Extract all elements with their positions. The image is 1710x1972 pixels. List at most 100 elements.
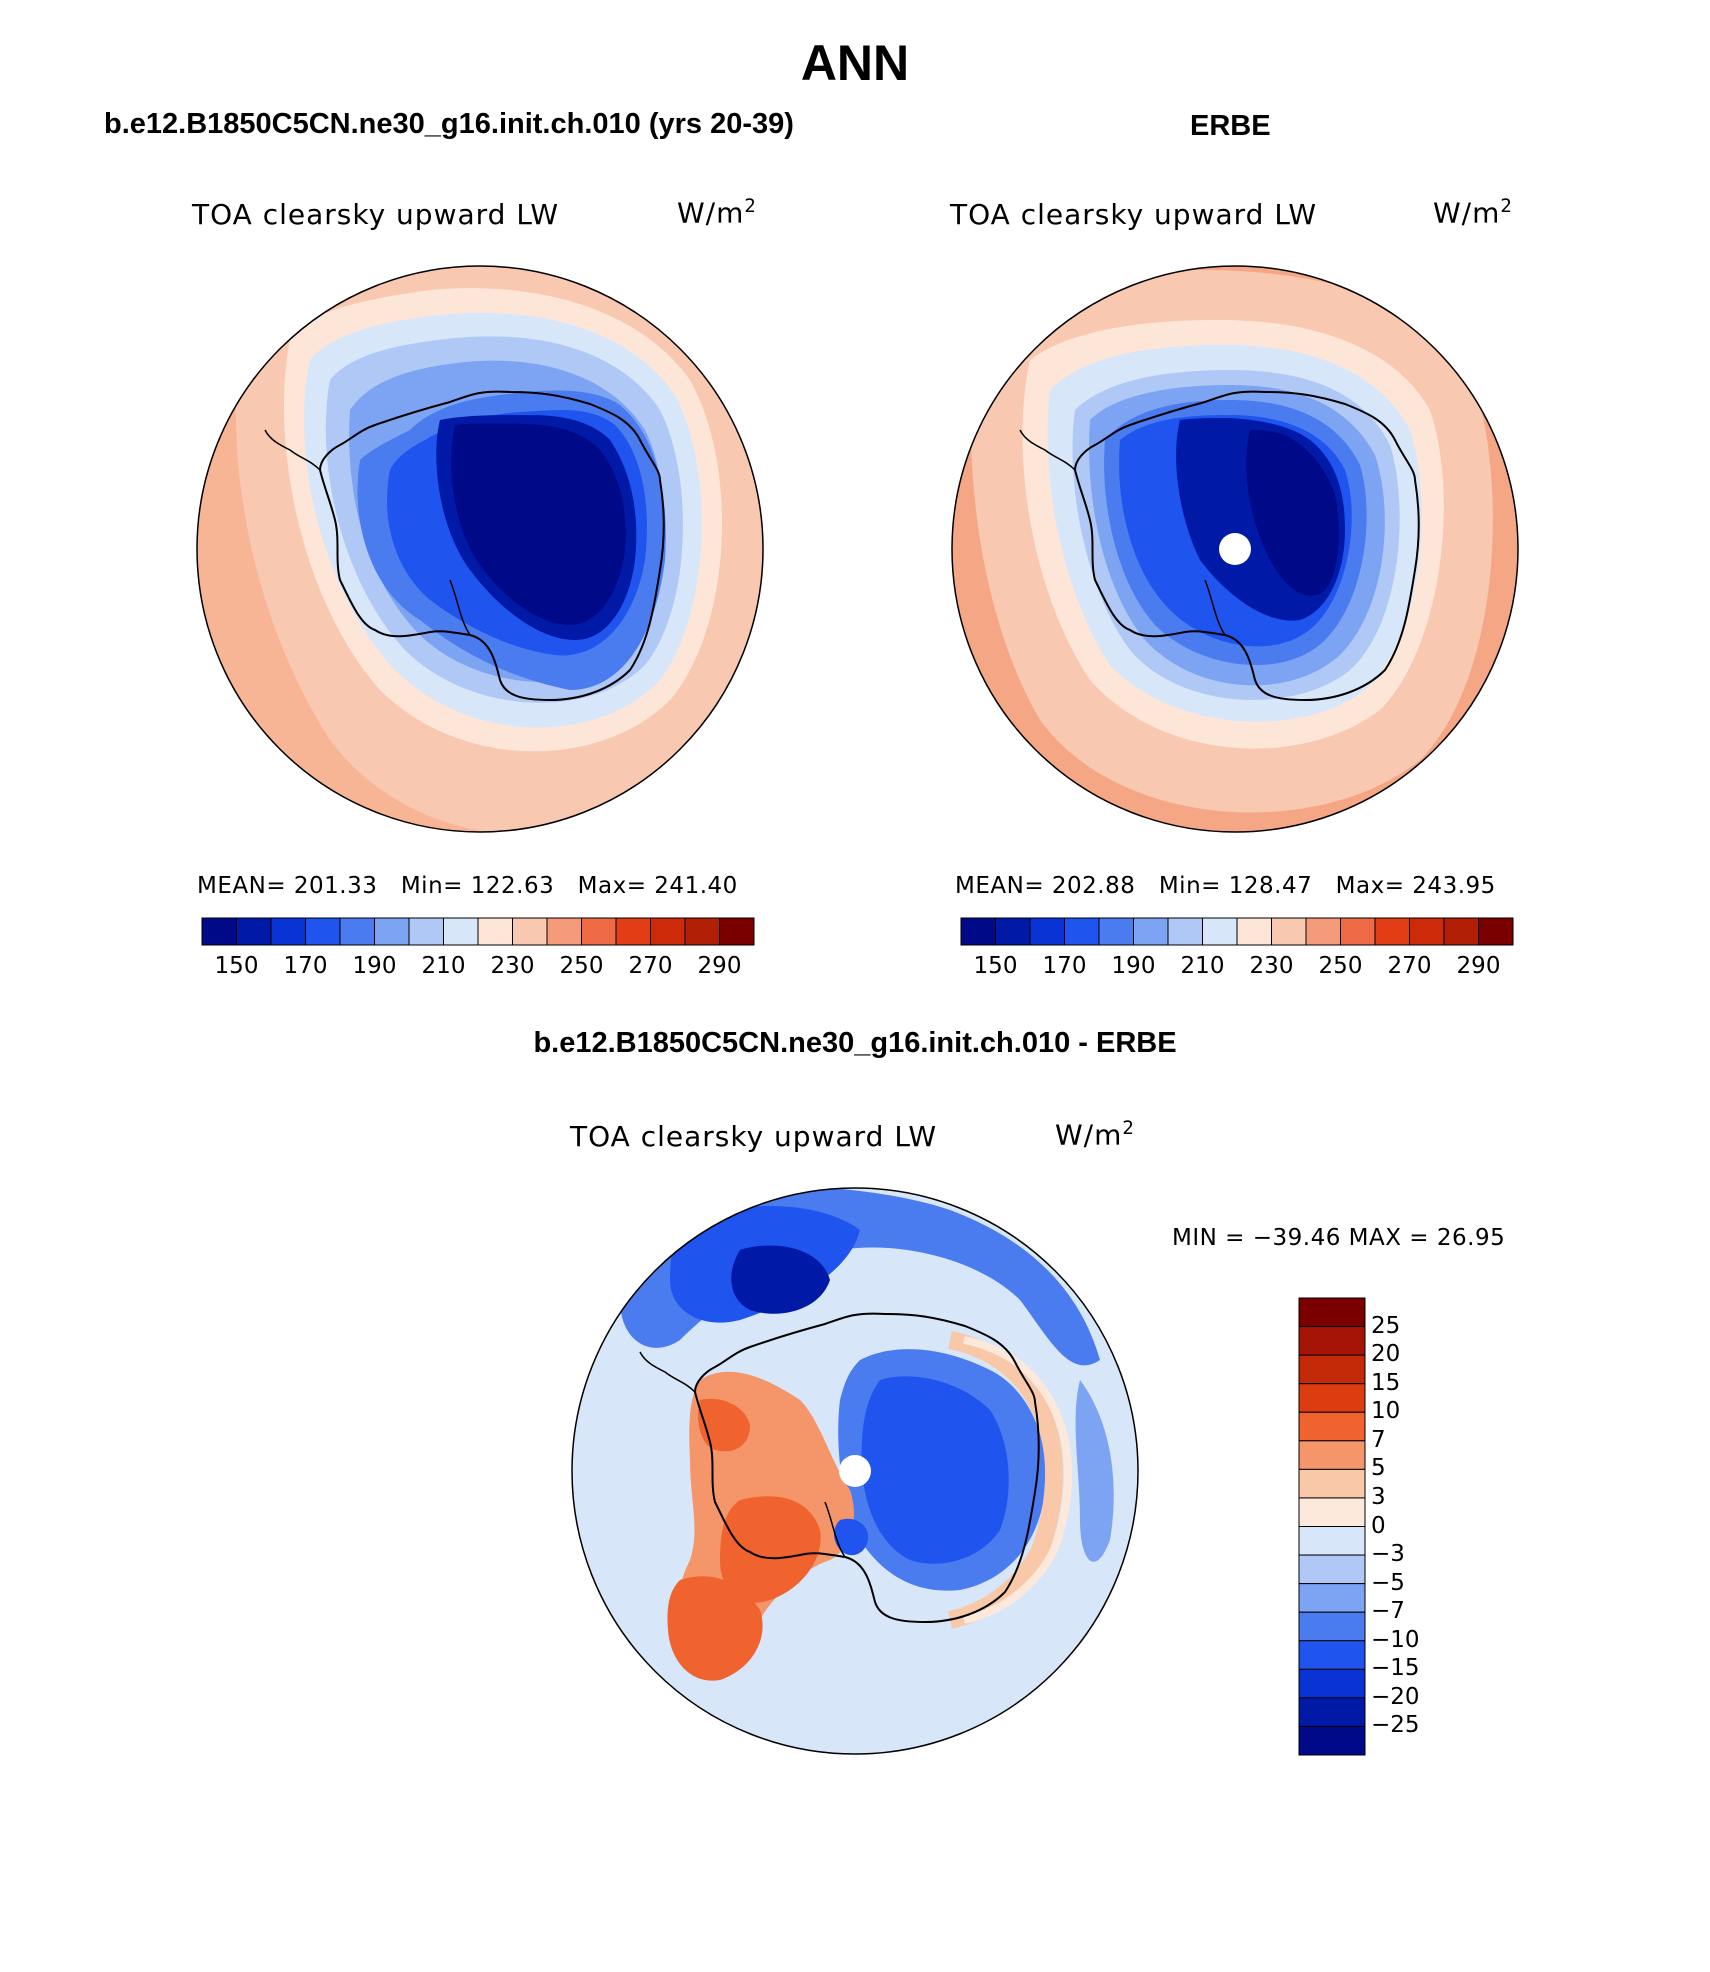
model-case-title: b.e12.B1850C5CN.ne30_g16.init.ch.010 (yr… (104, 108, 794, 140)
colorbar-box (1202, 917, 1238, 946)
colorbar-box (1029, 917, 1065, 946)
colorbar-box (1340, 917, 1376, 946)
colorbar-tick-label: −20 (1371, 1683, 1420, 1710)
colorbar-tick-label: 25 (1371, 1312, 1401, 1339)
colorbar-tick-label: 270 (1387, 953, 1432, 979)
colorbar-box (1236, 917, 1272, 946)
colorbar-tick-label: 5 (1371, 1455, 1386, 1482)
colorbar-tick-label: 230 (1249, 953, 1294, 979)
colorbar-box (201, 917, 237, 946)
colorbar-box (236, 917, 272, 946)
colorbar-box (408, 917, 444, 946)
colorbar-box (1298, 1583, 1366, 1613)
colorbar-box (615, 917, 651, 946)
colorbar-box (512, 917, 548, 946)
colorbar-tick-label: 210 (421, 953, 466, 979)
colorbar-box (1298, 1411, 1366, 1442)
diff-pole-mask (839, 1455, 871, 1487)
obs-map (951, 265, 1519, 833)
colorbar-box (1064, 917, 1100, 946)
colorbar-box (960, 917, 996, 946)
colorbar-box (1133, 917, 1169, 946)
model-colorbar (201, 917, 755, 946)
colorbar-box (1298, 1640, 1366, 1670)
colorbar-box (305, 917, 341, 946)
colorbar-tick-label: 0 (1371, 1512, 1386, 1539)
colorbar-box (1374, 917, 1410, 946)
colorbar-tick-label: 3 (1371, 1483, 1386, 1510)
diff-units-label: W/m2 (1055, 1118, 1135, 1152)
colorbar-tick-label: 170 (283, 953, 328, 979)
colorbar-box (719, 917, 755, 946)
colorbar-box (546, 917, 582, 946)
colorbar-tick-label: 210 (1180, 953, 1225, 979)
colorbar-box (1298, 1440, 1366, 1470)
obs-colorbar (960, 917, 1514, 946)
colorbar-box (1167, 917, 1203, 946)
colorbar-box (1298, 1554, 1366, 1585)
colorbar-tick-label: 150 (214, 953, 259, 979)
colorbar-box (1298, 1697, 1366, 1727)
colorbar-tick-label: 15 (1371, 1369, 1401, 1396)
colorbar-box (650, 917, 686, 946)
colorbar-box (1443, 917, 1479, 946)
colorbar-box (1298, 1354, 1366, 1385)
colorbar-box (995, 917, 1031, 946)
colorbar-box (1298, 1383, 1366, 1413)
colorbar-tick-label: 290 (697, 953, 742, 979)
obs-units-label: W/m2 (1433, 196, 1513, 230)
colorbar-tick-label: −15 (1371, 1655, 1420, 1682)
colorbar-tick-label: −25 (1371, 1712, 1420, 1739)
colorbar-tick-label: 250 (559, 953, 604, 979)
diff-variable-label: TOA clearsky upward LW (570, 1120, 938, 1153)
colorbar-tick-label: −5 (1371, 1569, 1405, 1596)
diff-minmax: MIN = −39.46 MAX = 26.95 (1172, 1225, 1506, 1251)
colorbar-box (1478, 917, 1514, 946)
colorbar-box (374, 917, 410, 946)
diff-colorbar (1298, 1297, 1366, 1756)
colorbar-tick-label: −7 (1371, 1598, 1405, 1625)
model-map (196, 265, 764, 833)
colorbar-box (1298, 1526, 1366, 1556)
model-units-label: W/m2 (677, 196, 757, 230)
colorbar-box (1298, 1725, 1366, 1756)
model-variable-label: TOA clearsky upward LW (192, 198, 560, 231)
obs-case-title: ERBE (1190, 110, 1271, 142)
colorbar-tick-label: −10 (1371, 1626, 1420, 1653)
colorbar-tick-label: 170 (1042, 953, 1087, 979)
colorbar-tick-label: 10 (1371, 1398, 1401, 1425)
obs-variable-label: TOA clearsky upward LW (950, 198, 1318, 231)
colorbar-box (1298, 1326, 1366, 1356)
obs-pole-mask (1219, 533, 1251, 565)
colorbar-box (1298, 1497, 1366, 1527)
colorbar-tick-label: 290 (1456, 953, 1501, 979)
figure-title: ANN (800, 35, 910, 91)
colorbar-box (684, 917, 720, 946)
colorbar-box (1298, 1468, 1366, 1499)
colorbar-tick-label: 190 (352, 953, 397, 979)
colorbar-box (1305, 917, 1341, 946)
colorbar-tick-label: 270 (628, 953, 673, 979)
colorbar-box (1409, 917, 1445, 946)
colorbar-box (1298, 1668, 1366, 1699)
diff-map (571, 1187, 1139, 1755)
diff-case-title: b.e12.B1850C5CN.ne30_g16.init.ch.010 - E… (533, 1027, 1177, 1059)
colorbar-tick-label: −3 (1371, 1541, 1405, 1568)
obs-stats: MEAN= 202.88 Min= 128.47 Max= 243.95 (955, 873, 1496, 899)
colorbar-tick-label: 230 (490, 953, 535, 979)
colorbar-box (270, 917, 306, 946)
colorbar-box (581, 917, 617, 946)
colorbar-box (1098, 917, 1134, 946)
colorbar-tick-label: 150 (973, 953, 1018, 979)
colorbar-tick-label: 190 (1111, 953, 1156, 979)
colorbar-box (339, 917, 375, 946)
colorbar-tick-label: 250 (1318, 953, 1363, 979)
colorbar-tick-label: 20 (1371, 1341, 1401, 1368)
colorbar-box (477, 917, 513, 946)
model-stats: MEAN= 201.33 Min= 122.63 Max= 241.40 (197, 873, 738, 899)
colorbar-box (1298, 1611, 1366, 1642)
colorbar-tick-label: 7 (1371, 1426, 1386, 1453)
colorbar-box (443, 917, 479, 946)
colorbar-box (1298, 1297, 1366, 1328)
